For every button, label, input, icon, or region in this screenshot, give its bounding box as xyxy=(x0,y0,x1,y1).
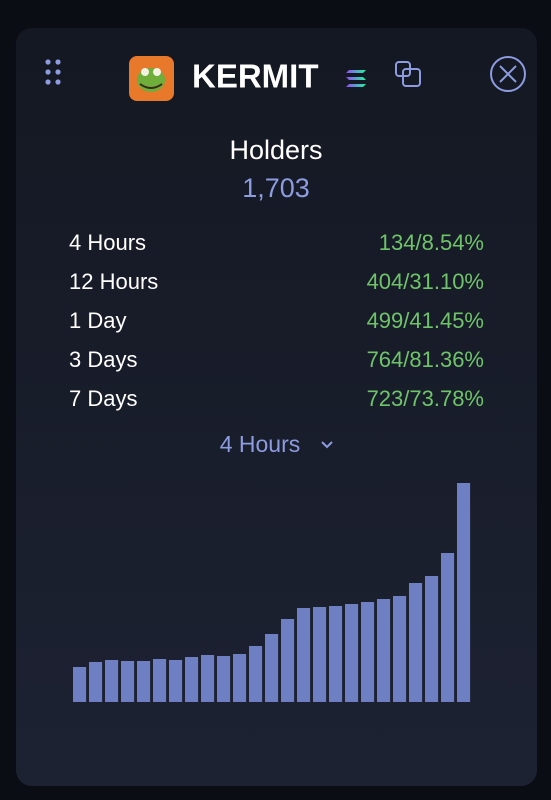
bar xyxy=(153,659,167,702)
bar xyxy=(233,654,247,702)
card xyxy=(16,28,537,786)
drag-handle[interactable] xyxy=(45,59,61,85)
token-name: KERMIT xyxy=(192,58,319,95)
stat-value: 723/73.78% xyxy=(367,386,484,411)
stat-label: 1 Day xyxy=(69,308,126,333)
bar xyxy=(121,661,135,702)
bar xyxy=(73,667,87,702)
stat-label: 3 Days xyxy=(69,347,137,372)
stat-value: 134/8.54% xyxy=(379,230,484,255)
bar xyxy=(297,608,311,702)
holders-value: 1,703 xyxy=(242,173,310,203)
bar xyxy=(441,553,455,702)
bar xyxy=(185,657,199,702)
bar xyxy=(345,604,359,702)
bar xyxy=(425,576,439,702)
bar xyxy=(409,583,423,702)
bar xyxy=(169,660,183,702)
dropdown-label[interactable]: 4 Hours xyxy=(220,431,301,457)
bar xyxy=(393,596,407,702)
bar xyxy=(249,646,263,702)
bar xyxy=(377,599,391,702)
bar xyxy=(137,661,151,702)
timeframe-dropdown[interactable]: 4 Hours xyxy=(220,431,333,457)
bar xyxy=(281,619,295,702)
stat-label: 7 Days xyxy=(69,386,137,411)
holders-label: Holders xyxy=(229,135,322,165)
bar xyxy=(265,634,279,702)
stat-label: 4 Hours xyxy=(69,230,146,255)
stat-value: 404/31.10% xyxy=(367,269,484,294)
copy-button[interactable] xyxy=(395,61,421,87)
stat-value: 499/41.45% xyxy=(367,308,484,333)
bar xyxy=(313,607,327,702)
bar xyxy=(105,660,119,702)
bar xyxy=(329,606,343,702)
bar xyxy=(89,662,103,702)
stat-value: 764/81.36% xyxy=(367,347,484,372)
bar xyxy=(457,483,471,702)
bar xyxy=(361,602,375,702)
bar xyxy=(201,655,215,702)
avatar xyxy=(129,56,174,101)
solana-icon xyxy=(346,70,366,87)
dropdown-chevron xyxy=(321,441,333,449)
stat-label: 12 Hours xyxy=(69,269,158,294)
bar xyxy=(217,656,231,702)
close-button[interactable] xyxy=(490,56,526,92)
